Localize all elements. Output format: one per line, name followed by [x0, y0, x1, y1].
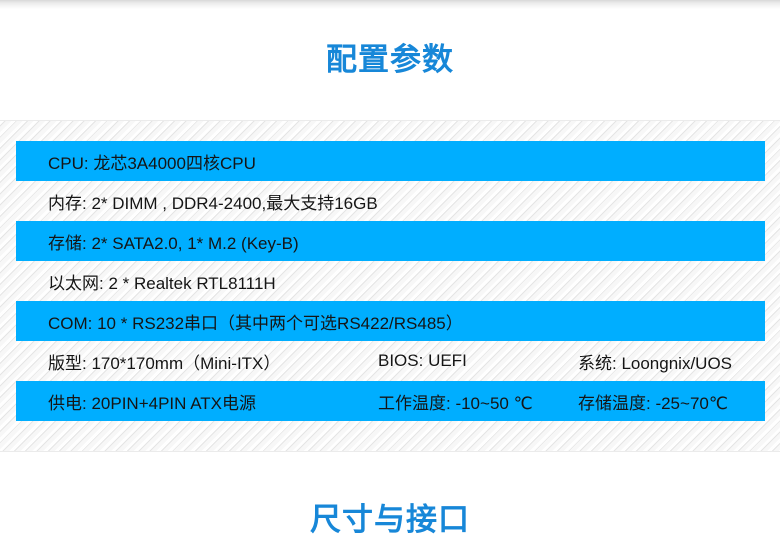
row-content: CPU: 龙芯3A4000四核CPU	[0, 141, 780, 181]
spec-cell: 工作温度: -10~50 ℃	[378, 393, 533, 413]
table-row: COM: 10 * RS232串口（其中两个可选RS422/RS485）	[0, 301, 780, 341]
table-row: 内存: 2* DIMM , DDR4-2400,最大支持16GB	[0, 181, 780, 221]
spec-cell: 系统: Loongnix/UOS	[578, 353, 733, 373]
table-row: 存储: 2* SATA2.0, 1* M.2 (Key-B)	[0, 221, 780, 261]
spec-cell: BIOS: UEFI	[378, 351, 467, 370]
row-content: 内存: 2* DIMM , DDR4-2400,最大支持16GB	[0, 181, 780, 221]
spec-cell: 以太网: 2 * Realtek RTL8111H	[48, 273, 276, 293]
row-content: 版型: 170*170mm（Mini-ITX） BIOS: UEFI 系统: Loo…	[0, 341, 780, 381]
row-content: 供电: 20PIN+4PIN ATX电源 工作温度: -10~50 ℃ 存储温度: …	[0, 381, 780, 421]
page-title-dimensions: 尺寸与接口	[310, 502, 470, 537]
table-row: 版型: 170*170mm（Mini-ITX） BIOS: UEFI 系统: Loo…	[0, 341, 780, 381]
page-title-configuration: 配置参数	[326, 42, 454, 77]
row-content: 以太网: 2 * Realtek RTL8111H	[0, 261, 780, 301]
row-highlight-band	[16, 221, 765, 261]
spec-cell: 供电: 20PIN+4PIN ATX电源	[48, 393, 257, 413]
spec-cell: CPU: 龙芯3A4000四核CPU	[48, 153, 256, 173]
spec-panel: CPU: 龙芯3A4000四核CPU 内存: 2* DIMM , DDR4-240…	[0, 120, 780, 452]
spec-cell: COM: 10 * RS232串口（其中两个可选RS422/RS485）	[48, 313, 463, 333]
table-row: 供电: 20PIN+4PIN ATX电源 工作温度: -10~50 ℃ 存储温度: …	[0, 381, 780, 421]
spec-cell: 存储温度: -25~70℃	[578, 393, 728, 413]
spec-table: CPU: 龙芯3A4000四核CPU 内存: 2* DIMM , DDR4-240…	[0, 141, 780, 421]
row-highlight-band	[16, 381, 765, 421]
top-edge-shadow	[0, 0, 780, 9]
table-row: 以太网: 2 * Realtek RTL8111H	[0, 261, 780, 301]
spec-cell: 内存: 2* DIMM , DDR4-2400,最大支持16GB	[48, 193, 378, 213]
spec-cell: 存储: 2* SATA2.0, 1* M.2 (Key-B)	[48, 233, 299, 253]
spec-cell: 版型: 170*170mm（Mini-ITX）	[48, 353, 281, 373]
row-highlight-band	[16, 141, 765, 181]
table-row: CPU: 龙芯3A4000四核CPU	[0, 141, 780, 181]
row-content: 存储: 2* SATA2.0, 1* M.2 (Key-B)	[0, 221, 780, 261]
row-content: COM: 10 * RS232串口（其中两个可选RS422/RS485）	[0, 301, 780, 341]
row-highlight-band	[16, 301, 765, 341]
